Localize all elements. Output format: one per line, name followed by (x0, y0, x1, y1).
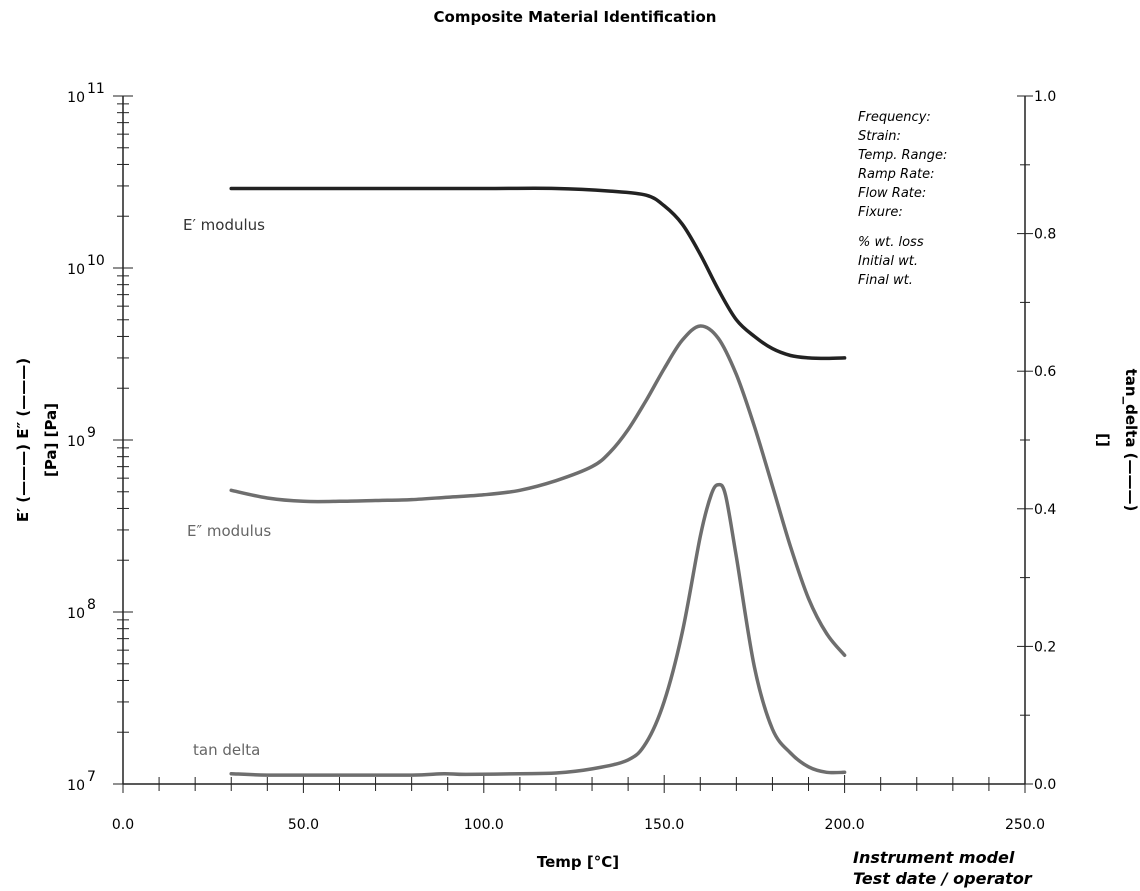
series-e-prime-line (229, 186, 847, 361)
y-left-axis-label-line1: E′ (———) E″ (———) (14, 358, 32, 522)
series-e-double-prime-line (229, 324, 847, 658)
curve-label-tan-delta: tan delta (193, 741, 260, 759)
y-right-tick-label: 1.0 (1034, 89, 1056, 105)
x-tick-label: 200.0 (825, 817, 865, 833)
y-right-tick-label: 0.4 (1034, 502, 1056, 518)
curve-label-e-double-prime: E″ modulus (187, 522, 271, 540)
y-left-tick-exponent: 11 (87, 81, 105, 97)
info-ramp-rate: Ramp Rate: (858, 167, 935, 182)
info-frequency: Frequency: (858, 110, 931, 125)
test-date-operator: Test date / operator (853, 869, 1033, 888)
y-left-tick-label: 10 (67, 262, 85, 278)
series-tan-delta-line (229, 482, 847, 777)
y-right-tick-label: 0.2 (1034, 639, 1056, 655)
info-strain: Strain: (858, 129, 901, 144)
info-flow-rate: Flow Rate: (858, 186, 926, 201)
y-right-axis-label-line1: tan_delta (———) (1122, 369, 1140, 512)
y-left-axis-label-line2: [Pa] [Pa] (42, 403, 60, 477)
y-left-tick-exponent: 8 (87, 597, 96, 613)
series-layer (229, 186, 847, 777)
y-right-tick-label: 0.0 (1034, 777, 1056, 793)
info-temp-range: Temp. Range: (858, 148, 947, 163)
y-right-tick-label: 0.6 (1034, 364, 1056, 380)
y-right-axis-label-line2: [] (1094, 433, 1112, 447)
x-tick-label: 0.0 (112, 817, 134, 833)
info-initial-wt: Initial wt. (858, 254, 918, 269)
info-final-wt: Final wt. (858, 273, 913, 288)
x-axis-ticks: 0.0 50.0 100.0 150.0 200.0 250.0 (112, 775, 1045, 833)
x-tick-label: 50.0 (288, 817, 319, 833)
y-left-tick-label: 10 (67, 434, 85, 450)
y-left-tick-exponent: 10 (87, 253, 105, 269)
curve-label-e-prime: E′ modulus (183, 216, 265, 234)
chart-title: Composite Material Identification (434, 8, 717, 26)
y-left-tick-exponent: 7 (87, 769, 96, 785)
info-wt-loss: % wt. loss (858, 235, 924, 250)
instrument-model: Instrument model (853, 848, 1015, 867)
y-left-tick-exponent: 9 (87, 425, 96, 441)
right-axis-ticks: 1.0 0.8 0.6 0.4 0.2 0.0 (1017, 89, 1056, 793)
x-tick-label: 250.0 (1005, 817, 1045, 833)
info-fixture: Fixure: (858, 205, 903, 220)
x-axis-label: Temp [°C] (537, 853, 619, 871)
y-left-tick-label: 10 (67, 606, 85, 622)
y-left-tick-label: 10 (67, 778, 85, 794)
x-tick-label: 100.0 (464, 817, 504, 833)
x-tick-label: 150.0 (644, 817, 684, 833)
info-block: Frequency: Strain: Temp. Range: Ramp Rat… (858, 110, 947, 288)
y-right-tick-label: 0.8 (1034, 227, 1056, 243)
y-left-tick-label: 10 (67, 90, 85, 106)
